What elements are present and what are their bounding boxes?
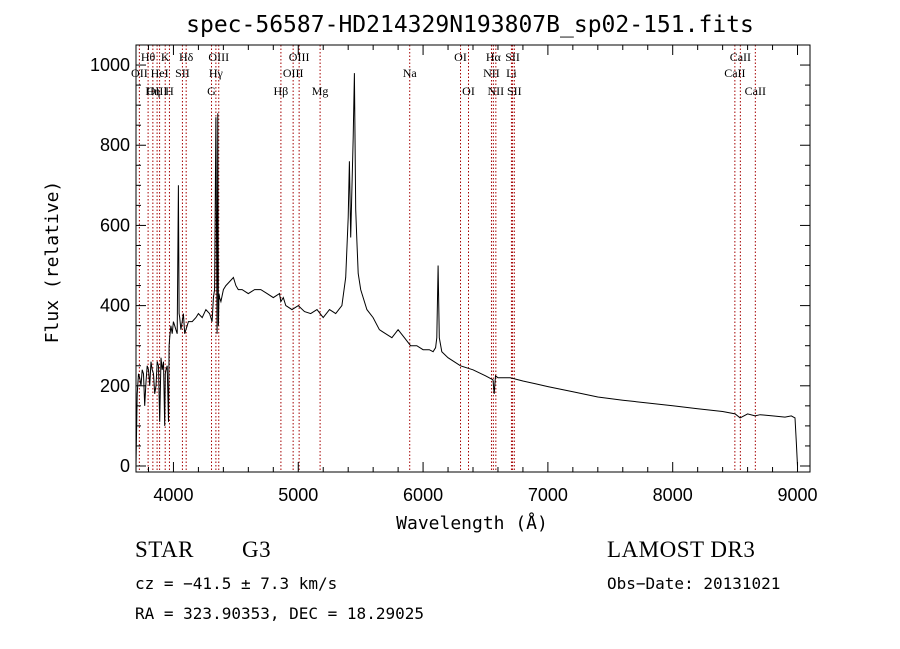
redshift-velocity: cz = −41.5 ± 7.3 km/s [135,574,338,593]
y-tick-label: 200 [100,376,130,396]
emission-line-label: OIII [283,66,304,80]
emission-line-label: SII [507,84,522,98]
emission-line-label: K [161,50,170,64]
emission-line-label: Hβ [274,84,289,98]
observation-date: Obs−Date: 20131021 [607,574,781,593]
emission-line-label: SII [175,66,190,80]
emission-line-label: Hα [486,50,502,64]
emission-line-label: HeI [151,66,169,80]
emission-line-label: G [207,84,216,98]
emission-line-label: Hη [145,84,160,98]
y-tick-label: 400 [100,296,130,316]
y-tick-label: 1000 [90,55,130,75]
y-axis-label: Flux (relative) [42,181,63,344]
emission-line-label: CaII [745,84,766,98]
axis-ticks: 4000 5000 6000 7000 8000 9000 0 200 400 600 800 100… [90,45,818,505]
emission-line-label: Hθ [141,50,156,64]
emission-line-label: OIII [147,84,168,98]
emission-line-label: Li [506,66,517,80]
emission-line-label: OI [462,84,475,98]
emission-line-label: OIII [208,50,229,64]
flux-series-line [135,73,798,467]
emission-line-label: CaII [724,66,745,80]
x-tick-label: 5000 [278,485,318,505]
emission-line-label: OIII [289,50,310,64]
emission-line-label: NII [483,66,500,80]
emission-line-label: Hδ [179,50,194,64]
object-subclass: G3 [242,537,272,562]
object-class: STAR [135,537,194,562]
x-tick-label: 6000 [403,485,443,505]
y-tick-label: 600 [100,215,130,235]
coordinates: RA = 323.90353, DEC = 18.29025 [135,604,424,623]
emission-line-label: CaII [730,50,751,64]
x-axis-label: Wavelength (Å) [396,512,548,534]
emission-line-label: Mg [312,84,329,98]
x-tick-label: 9000 [777,485,817,505]
x-tick-label: 4000 [153,485,193,505]
emission-line-label: Hγ [209,66,224,80]
emission-line-label: OI [454,50,467,64]
x-tick-label: 8000 [653,485,693,505]
emission-line-label: NII [488,84,505,98]
x-tick-label: 7000 [528,485,568,505]
emission-line-label: H [165,84,174,98]
emission-lines-layer [138,45,756,472]
emission-line-label: Na [403,66,418,80]
y-tick-label: 0 [120,456,130,476]
emission-line-label: OII [131,66,148,80]
y-tick-label: 800 [100,135,130,155]
survey-name: LAMOST DR3 [607,537,756,562]
chart-title: spec-56587-HD214329N193807B_sp02-151.fit… [186,12,754,38]
emission-line-label: SII [505,50,520,64]
plot-frame [135,44,811,473]
